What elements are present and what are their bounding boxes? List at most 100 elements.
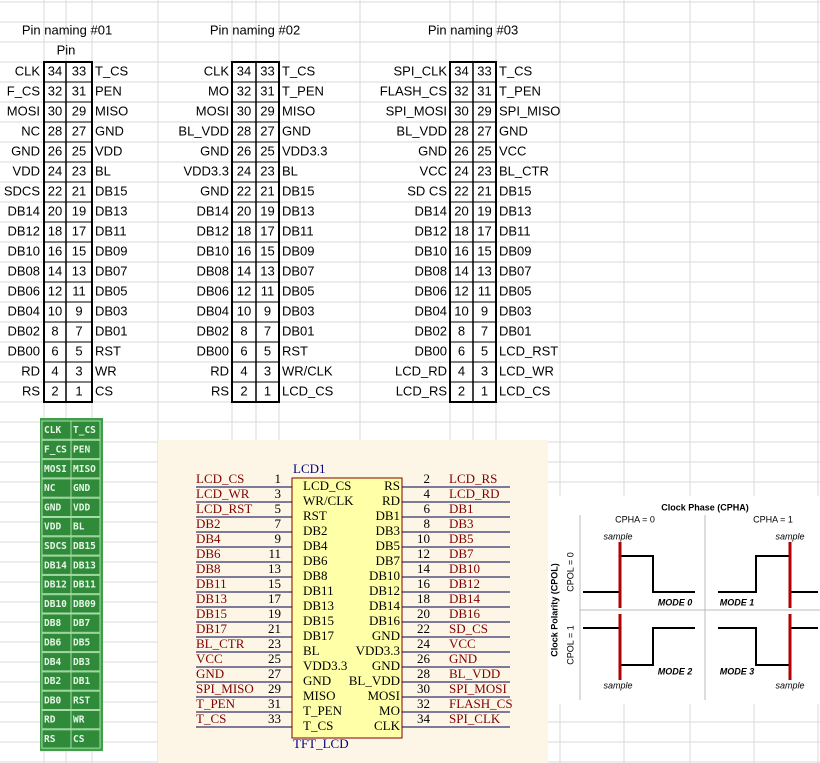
board-label: DB0 bbox=[44, 695, 61, 706]
pin-name: GND bbox=[95, 123, 124, 138]
pin-name: BL_VDD bbox=[396, 123, 447, 138]
pin-name: DB12 bbox=[196, 223, 229, 238]
pin-name: DB00 bbox=[414, 343, 447, 358]
pin-number: 12 bbox=[454, 283, 468, 298]
pin-number: 22 bbox=[237, 183, 251, 198]
pin-number: 21 bbox=[260, 183, 274, 198]
board-label: DB1 bbox=[73, 676, 90, 687]
pin-number: 16 bbox=[454, 243, 468, 258]
board-pad bbox=[70, 594, 101, 614]
pin-number: 2 bbox=[424, 471, 431, 486]
pin-number: 25 bbox=[260, 143, 274, 158]
board-label: DB14 bbox=[44, 560, 67, 571]
board-pad bbox=[70, 478, 101, 498]
pin-name: DB15 bbox=[499, 183, 532, 198]
board-pad bbox=[70, 497, 101, 518]
pin-name: DB09 bbox=[499, 243, 532, 258]
board-label: SDCS bbox=[44, 541, 67, 552]
pin-function: DB14 bbox=[369, 598, 401, 613]
pin-number: 32 bbox=[417, 696, 430, 711]
pin-function: T_CS bbox=[303, 718, 333, 733]
pin-name: DB15 bbox=[282, 183, 315, 198]
pin-number: 21 bbox=[72, 183, 86, 198]
pin-function: T_PEN bbox=[303, 703, 343, 718]
board-label: DB10 bbox=[44, 599, 67, 610]
pin-name: RS bbox=[22, 383, 40, 398]
net-label: GND bbox=[449, 651, 477, 666]
pin-name: DB12 bbox=[414, 223, 447, 238]
pin-function: DB15 bbox=[303, 613, 334, 628]
pin-name: DB14 bbox=[7, 203, 40, 218]
pin-function: WR/CLK bbox=[303, 493, 354, 508]
pin-number: 2 bbox=[51, 383, 58, 398]
pin-number: 17 bbox=[72, 223, 86, 238]
spi-background bbox=[548, 496, 820, 704]
pin-number: 30 bbox=[417, 681, 430, 696]
pin-function: DB13 bbox=[303, 598, 334, 613]
board-label: DB4 bbox=[44, 657, 61, 668]
pin-function: DB6 bbox=[303, 553, 328, 568]
pin-number: 5 bbox=[275, 501, 282, 516]
pin-function: DB3 bbox=[375, 523, 400, 538]
pin-name: BL_CTR bbox=[499, 163, 549, 178]
net-label: BL_VDD bbox=[449, 666, 500, 681]
pin-name: DB01 bbox=[282, 323, 315, 338]
pin-number: 14 bbox=[237, 263, 251, 278]
pin-name: DB11 bbox=[499, 223, 531, 238]
pin-name: DB14 bbox=[414, 203, 447, 218]
pin-name: FLASH_CS bbox=[380, 83, 448, 98]
pin-number: 30 bbox=[237, 103, 251, 118]
pin-number: 31 bbox=[260, 83, 274, 98]
pin-name: DB13 bbox=[95, 203, 128, 218]
pin-function: DB8 bbox=[303, 568, 328, 583]
clock-waveform bbox=[583, 555, 695, 593]
pin-function: GND bbox=[303, 673, 331, 688]
pin-number: 19 bbox=[477, 203, 491, 218]
net-label: DB16 bbox=[449, 606, 481, 621]
pin-number: 28 bbox=[417, 666, 430, 681]
pin-number: 19 bbox=[268, 606, 281, 621]
pin-number: 20 bbox=[454, 203, 468, 218]
pin-name: LCD_RST bbox=[499, 343, 558, 358]
board-pad bbox=[70, 517, 101, 537]
pin-number: 17 bbox=[260, 223, 274, 238]
pin-number: 29 bbox=[260, 103, 274, 118]
pin-number: 22 bbox=[48, 183, 62, 198]
pin-name: CLK bbox=[15, 63, 41, 78]
pin-number: 8 bbox=[424, 516, 431, 531]
pin-number: 1 bbox=[481, 383, 488, 398]
pin-number: 23 bbox=[72, 163, 86, 178]
net-label: SD_CS bbox=[449, 621, 488, 636]
net-label: DB1 bbox=[449, 501, 474, 516]
pin-number: 11 bbox=[261, 283, 275, 298]
pin-name: GND bbox=[11, 143, 40, 158]
pin-number: 7 bbox=[275, 516, 282, 531]
pin-number: 1 bbox=[275, 471, 282, 486]
net-label: DB3 bbox=[449, 516, 474, 531]
pin-number: 9 bbox=[481, 303, 488, 318]
pin-number: 24 bbox=[454, 163, 468, 178]
pin-name: DB04 bbox=[7, 303, 40, 318]
pin-function: CLK bbox=[374, 718, 401, 733]
pin-number: 23 bbox=[268, 636, 281, 651]
pin-name: DB07 bbox=[282, 263, 315, 278]
pin-function: GND bbox=[372, 658, 400, 673]
pin-function: BL_VDD bbox=[349, 673, 400, 688]
pin-number: 8 bbox=[458, 323, 465, 338]
pin-function: DB16 bbox=[369, 613, 401, 628]
pin-function: MOSI bbox=[367, 688, 400, 703]
pin-function: LCD_CS bbox=[303, 478, 351, 493]
pin-name: VDD3.3 bbox=[282, 143, 328, 158]
board-label: RST bbox=[73, 695, 90, 706]
pin-function: DB11 bbox=[303, 583, 334, 598]
net-label: LCD_WR bbox=[196, 486, 250, 501]
pin-number: 9 bbox=[275, 531, 282, 546]
pin-number: 27 bbox=[72, 123, 86, 138]
pin-number: 3 bbox=[75, 363, 82, 378]
pin-name: CLK bbox=[204, 63, 230, 78]
board-label: RS bbox=[44, 734, 56, 745]
board-pad bbox=[70, 690, 101, 711]
mode-label: MODE 3 bbox=[720, 666, 755, 676]
pin-name: LCD_RD bbox=[395, 363, 447, 378]
